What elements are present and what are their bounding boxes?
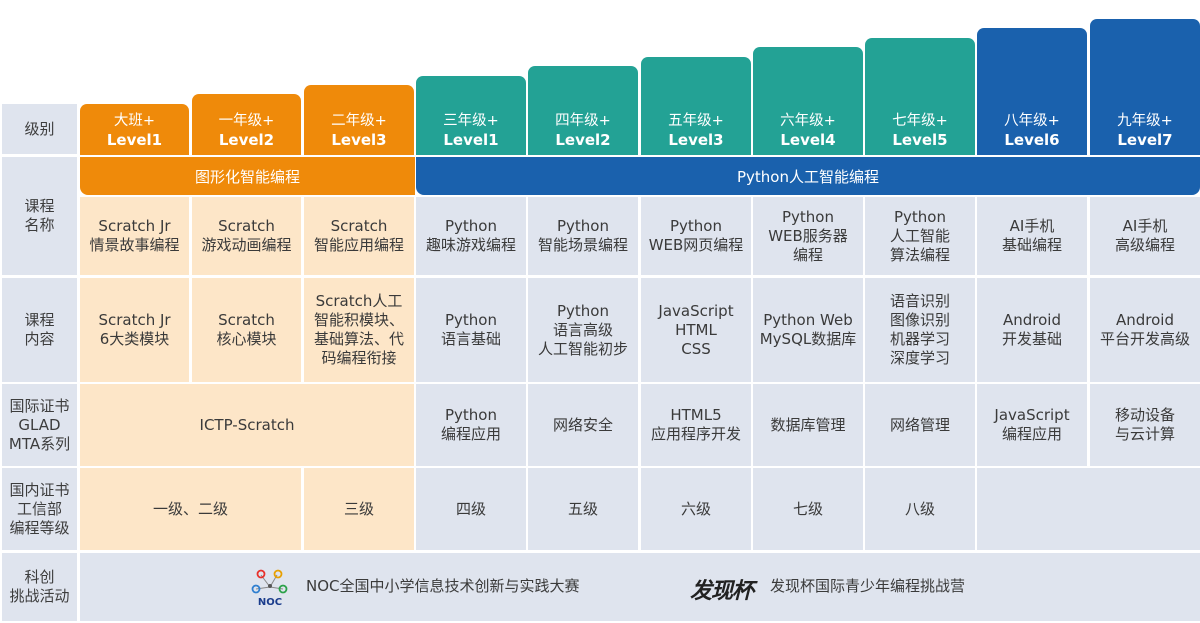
intl-cert-cell: 数据库管理 xyxy=(753,384,863,466)
grade-label: 三年级+ xyxy=(443,113,499,129)
row-label-domestic-cert: 国内证书 工信部 编程等级 xyxy=(2,468,77,550)
track-banner-graphical: 图形化智能编程 xyxy=(80,157,415,195)
grade-tab: 六年级+ Level4 xyxy=(753,47,863,155)
course-content-cell: Python 语言基础 xyxy=(416,278,526,382)
course-content-cell: Python Web MySQL数据库 xyxy=(753,278,863,382)
noc-logo-text: NOC xyxy=(257,597,283,608)
course-name-cell: Python WEB服务器 编程 xyxy=(753,197,863,275)
domestic-cert-level12: 一级、二级 xyxy=(80,468,301,550)
intl-cert-scratch: ICTP-Scratch xyxy=(80,384,414,466)
grade-label: 六年级+ xyxy=(780,113,836,129)
grade-tab: 大班+ Level1 xyxy=(80,104,189,155)
level-label: Level3 xyxy=(668,131,724,149)
grade-label: 大班+ xyxy=(113,113,156,129)
domestic-cert-empty xyxy=(977,468,1200,550)
domestic-cert-cell: 四级 xyxy=(416,468,526,550)
faxian-logo: 发现杯 xyxy=(690,579,754,604)
course-name-cell: AI手机 基础编程 xyxy=(977,197,1087,275)
level-label: Level7 xyxy=(1117,131,1173,149)
grade-label: 二年级+ xyxy=(331,113,387,129)
course-name-cell: Python 智能场景编程 xyxy=(528,197,638,275)
intl-cert-cell: 网络安全 xyxy=(528,384,638,466)
intl-cert-cell: 移动设备 与云计算 xyxy=(1090,384,1200,466)
level-label: Level3 xyxy=(331,131,387,149)
intl-cert-cell: JavaScript 编程应用 xyxy=(977,384,1087,466)
course-name-cell: Scratch 游戏动画编程 xyxy=(192,197,301,275)
grade-label: 五年级+ xyxy=(668,113,724,129)
noc-logo: NOC xyxy=(250,567,290,611)
course-content-cell: Scratch 核心模块 xyxy=(192,278,301,382)
grade-label: 一年级+ xyxy=(218,113,275,129)
grade-tab: 一年级+ Level2 xyxy=(192,94,301,155)
intl-cert-cell: HTML5 应用程序开发 xyxy=(641,384,751,466)
course-name-cell: AI手机 高级编程 xyxy=(1090,197,1200,275)
grade-label: 九年级+ xyxy=(1117,113,1173,129)
noc-logo-icon xyxy=(251,569,288,594)
course-content-cell: 语音识别 图像识别 机器学习 深度学习 xyxy=(865,278,975,382)
grade-tab: 三年级+ Level1 xyxy=(416,76,526,155)
challenge-row: NOC NOC全国中小学信息技术创新与实践大赛 发现杯 发现杯国际青少年编程挑战… xyxy=(80,553,1200,621)
domestic-cert-cell: 六级 xyxy=(641,468,751,550)
domestic-cert-cell: 五级 xyxy=(528,468,638,550)
row-label-intl-cert: 国际证书 GLAD MTA系列 xyxy=(2,384,77,466)
level-label: Level4 xyxy=(780,131,836,149)
grade-label: 七年级+ xyxy=(892,113,948,129)
grade-tab: 四年级+ Level2 xyxy=(528,66,638,155)
intl-cert-cell: 网络管理 xyxy=(865,384,975,466)
course-name-cell: Python 人工智能 算法编程 xyxy=(865,197,975,275)
course-name-cell: Python WEB网页编程 xyxy=(641,197,751,275)
noc-competition-name: NOC全国中小学信息技术创新与实践大赛 xyxy=(306,577,580,595)
grade-tab: 二年级+ Level3 xyxy=(304,85,414,155)
level-label: Level2 xyxy=(218,131,275,149)
faxian-competition-name: 发现杯国际青少年编程挑战营 xyxy=(770,577,966,595)
grade-tab: 八年级+ Level6 xyxy=(977,28,1087,155)
track-banner-python: Python人工智能编程 xyxy=(416,157,1200,195)
course-content-cell: Android 平台开发高级 xyxy=(1090,278,1200,382)
course-content-cell: Android 开发基础 xyxy=(977,278,1087,382)
level-label: Level2 xyxy=(555,131,611,149)
domestic-cert-cell: 三级 xyxy=(304,468,414,550)
course-name-cell: Scratch Jr 情景故事编程 xyxy=(80,197,189,275)
row-label-challenge: 科创 挑战活动 xyxy=(2,553,77,621)
course-name-cell: Python 趣味游戏编程 xyxy=(416,197,526,275)
grade-label: 八年级+ xyxy=(1004,113,1060,129)
level-label: Level1 xyxy=(443,131,499,149)
level-label: Level6 xyxy=(1004,131,1060,149)
grade-tab: 七年级+ Level5 xyxy=(865,38,975,155)
level-label: Level5 xyxy=(892,131,948,149)
grade-tab: 五年级+ Level3 xyxy=(641,57,751,155)
intl-cert-cell: Python 编程应用 xyxy=(416,384,526,466)
course-name-cell: Scratch 智能应用编程 xyxy=(304,197,414,275)
grade-label: 四年级+ xyxy=(555,113,611,129)
course-content-cell: JavaScript HTML CSS xyxy=(641,278,751,382)
course-content-cell: Python 语言高级 人工智能初步 xyxy=(528,278,638,382)
row-label-level: 级别 xyxy=(2,104,77,154)
domestic-cert-cell: 七级 xyxy=(753,468,863,550)
grade-tab: 九年级+ Level7 xyxy=(1090,19,1200,155)
course-content-cell: Scratch Jr 6大类模块 xyxy=(80,278,189,382)
level-label: Level1 xyxy=(106,131,163,149)
domestic-cert-cell: 八级 xyxy=(865,468,975,550)
row-label-course-name: 课程 名称 xyxy=(2,157,77,275)
row-label-course-content: 课程 内容 xyxy=(2,278,77,382)
course-content-cell: Scratch人工 智能积模块、 基础算法、代 码编程衔接 xyxy=(304,278,414,382)
